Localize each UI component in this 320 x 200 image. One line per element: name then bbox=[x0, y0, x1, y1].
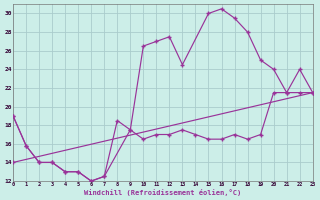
X-axis label: Windchill (Refroidissement éolien,°C): Windchill (Refroidissement éolien,°C) bbox=[84, 189, 242, 196]
